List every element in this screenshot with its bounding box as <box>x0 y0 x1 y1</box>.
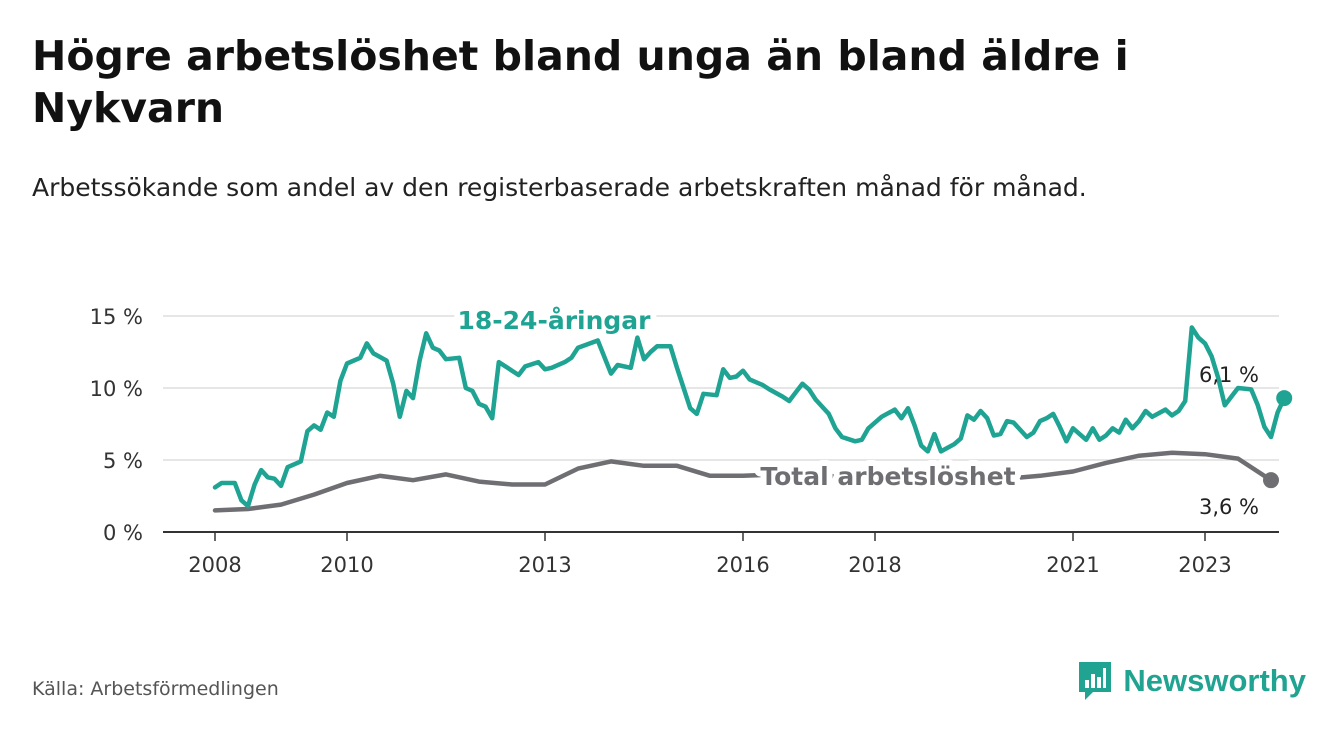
bar-chart-icon <box>1079 662 1112 700</box>
brand-name: Newsworthy <box>1123 663 1306 698</box>
brand-logo[interactable]: Newsworthy <box>1077 660 1306 702</box>
series-label-youth-halo: 18-24-åringar <box>458 306 652 335</box>
end-label-total: 3,6 % <box>1199 495 1259 519</box>
y-tick-label: 5 % <box>103 449 143 473</box>
series-line-youth <box>212 325 1287 509</box>
series-label-total: Total arbetslöshet <box>760 462 1015 491</box>
series-end-marker-youth <box>1276 390 1293 407</box>
series-label-total-halo: Total arbetslöshet <box>760 462 1015 491</box>
series-label-youth: 18-24-åringar <box>458 306 652 335</box>
y-tick-label: 0 % <box>103 521 143 545</box>
series-end-marker-total <box>1263 472 1279 489</box>
series-line-total <box>212 450 1274 513</box>
x-tick-label: 2008 <box>188 553 241 577</box>
chart-subtitle: Arbetssökande som andel av den registerb… <box>32 173 1087 202</box>
x-tick-label: 2021 <box>1046 553 1099 577</box>
x-tick-label: 2018 <box>848 553 901 577</box>
x-tick-label: 2023 <box>1178 553 1231 577</box>
x-tick-label: 2010 <box>320 553 373 577</box>
y-tick-label: 10 % <box>90 377 143 401</box>
end-label-youth: 6,1 % <box>1199 363 1259 387</box>
y-tick-label: 15 % <box>90 305 143 329</box>
x-tick-label: 2016 <box>716 553 769 577</box>
x-tick-label: 2013 <box>518 553 571 577</box>
source-note: Källa: Arbetsförmedlingen <box>32 678 279 700</box>
chart-title: Högre arbetslöshet bland unga än bland ä… <box>32 32 1129 132</box>
